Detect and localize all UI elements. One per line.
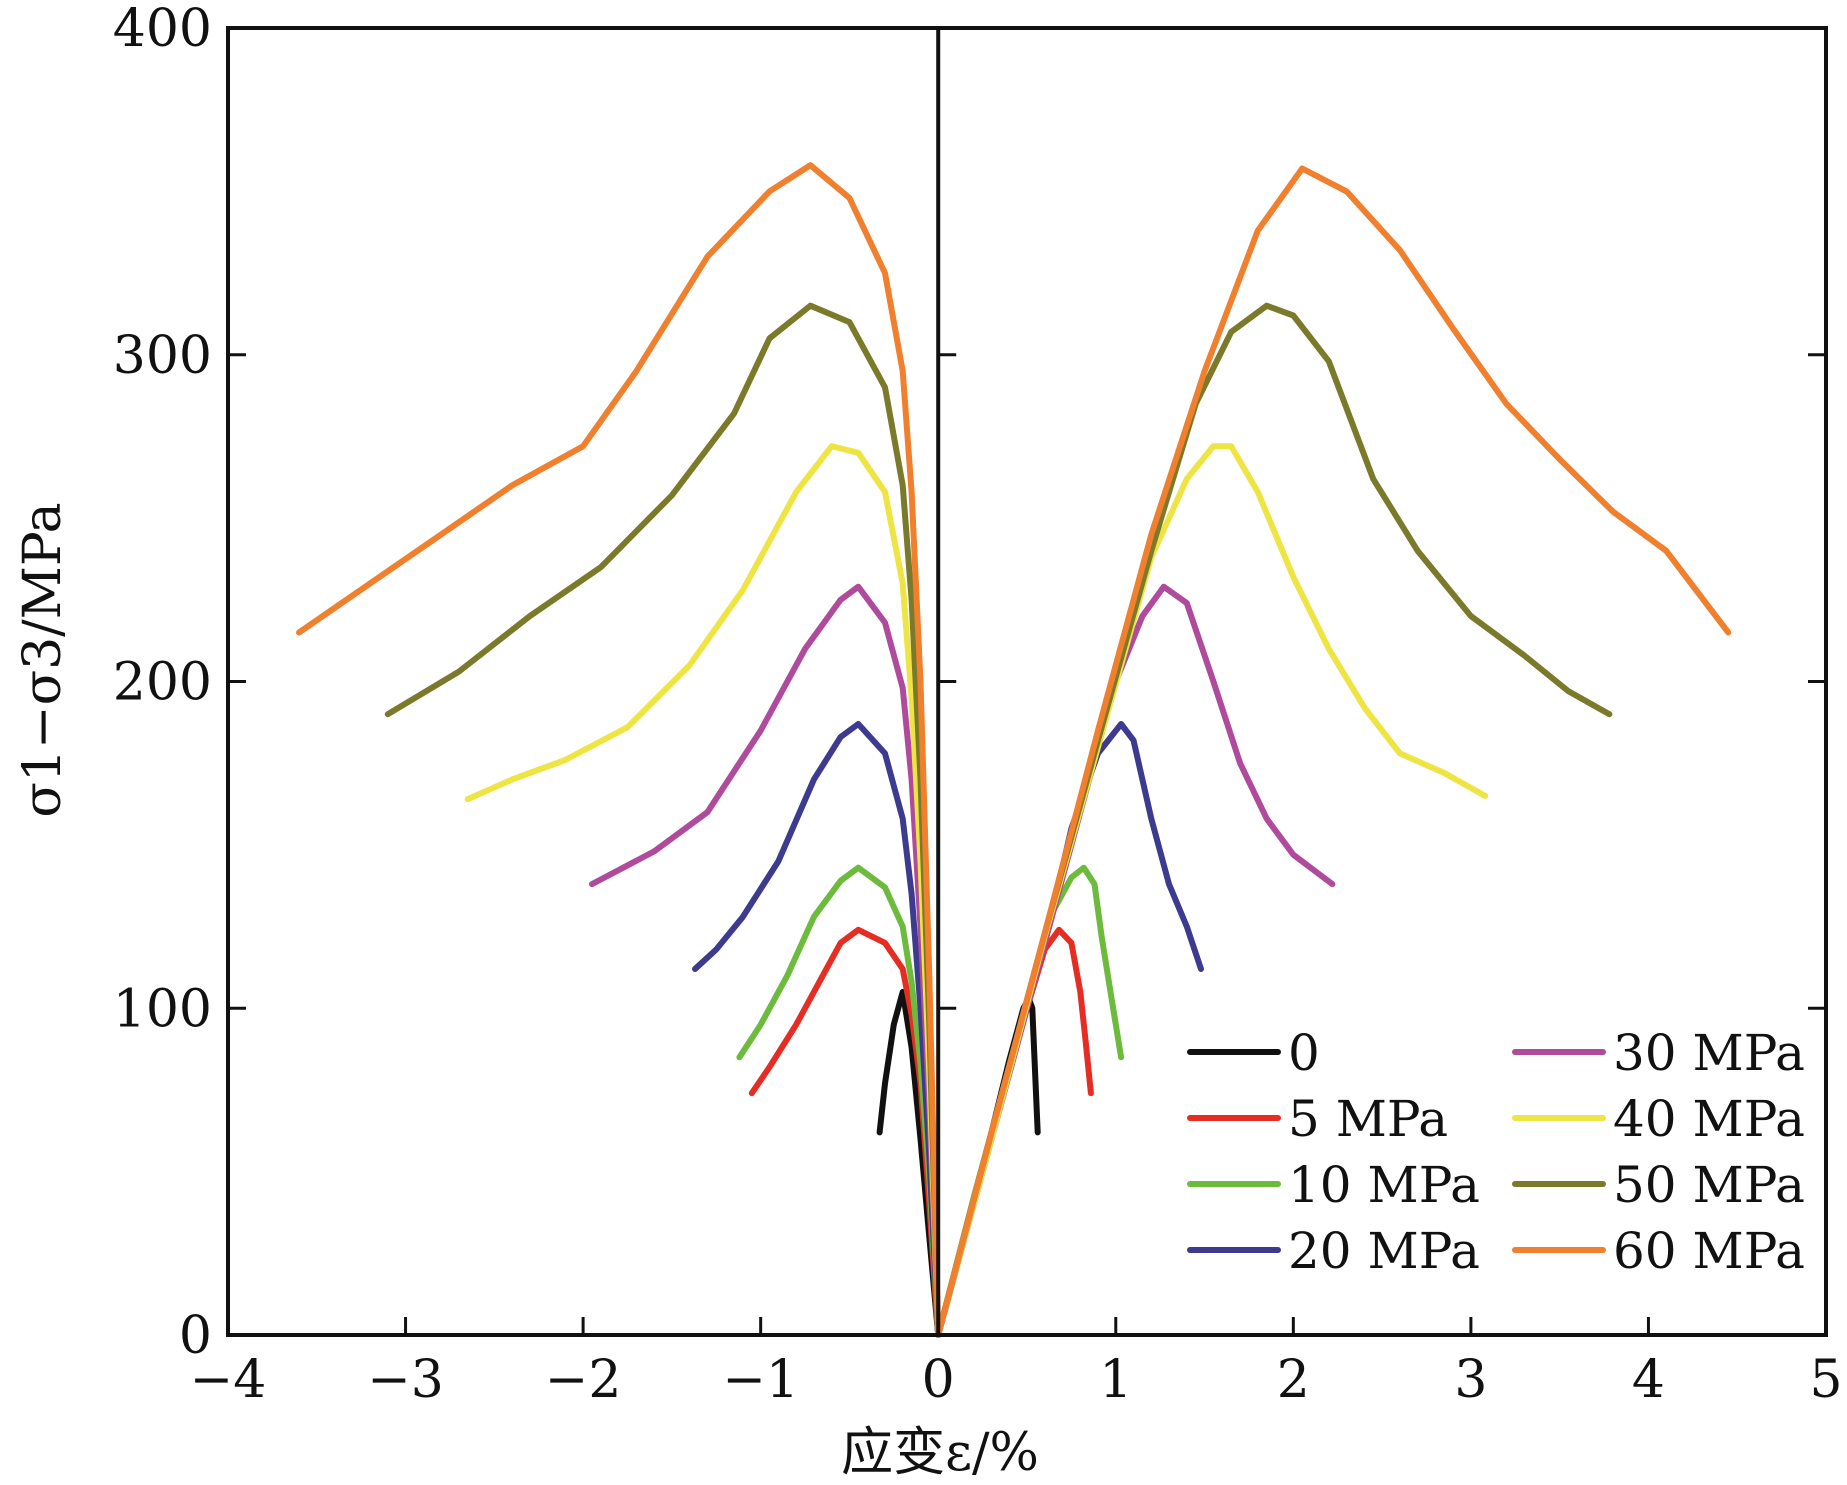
series-line-right-4 xyxy=(935,583,1336,1338)
series-line-left-6 xyxy=(384,302,942,1338)
series-line-right-7 xyxy=(935,165,1732,1338)
y-tick-label: 200 xyxy=(113,653,212,713)
series-line-left-3 xyxy=(692,721,942,1338)
series-line-left-2 xyxy=(736,864,942,1338)
legend-label: 5 MPa xyxy=(1288,1090,1448,1148)
series-line-right-3 xyxy=(935,721,1204,1338)
series-line-right-6 xyxy=(935,302,1613,1338)
x-tick-label: 0 xyxy=(922,1350,955,1410)
series-line-left-5 xyxy=(464,443,942,1338)
x-tick-label: 5 xyxy=(1809,1350,1842,1410)
legend-label: 0 xyxy=(1288,1024,1320,1082)
tick-labels: −4 −3 −2 −1 0 1 2 3 4 5 0 100 200 300 400 xyxy=(113,0,1843,1410)
y-tick-label: 0 xyxy=(179,1306,212,1366)
legend-label: 60 MPa xyxy=(1613,1222,1805,1280)
x-tick-label: −3 xyxy=(367,1350,444,1410)
axis-ticks xyxy=(226,26,1828,1337)
y-axis-title: σ1−σ3/MPa xyxy=(13,502,73,817)
y-tick-label: 100 xyxy=(113,979,212,1039)
legend-label: 50 MPa xyxy=(1613,1156,1805,1214)
legend-label: 40 MPa xyxy=(1613,1090,1805,1148)
x-tick-label: 2 xyxy=(1277,1350,1310,1410)
x-tick-label: −4 xyxy=(190,1350,267,1410)
x-tick-label: −1 xyxy=(722,1350,799,1410)
legend-label: 10 MPa xyxy=(1288,1156,1480,1214)
series-line-right-1 xyxy=(935,926,1094,1338)
x-axis-title: 应变ε/% xyxy=(841,1423,1039,1483)
x-tick-label: 3 xyxy=(1454,1350,1487,1410)
series-line-left-7 xyxy=(296,162,942,1338)
legend: 0 5 MPa 10 MPa 20 MPa 30 MPa 40 MPa 50 MPa 60 M… xyxy=(1187,1024,1805,1280)
series-line-right-2 xyxy=(935,864,1125,1338)
y-tick-label: 400 xyxy=(113,0,212,59)
series-line-left-4 xyxy=(589,583,942,1338)
plot-lines xyxy=(296,162,1732,1338)
x-tick-label: 1 xyxy=(1099,1350,1132,1410)
legend-label: 20 MPa xyxy=(1288,1222,1480,1280)
legend-label: 30 MPa xyxy=(1613,1024,1805,1082)
x-tick-label: 4 xyxy=(1632,1350,1665,1410)
x-tick-label: −2 xyxy=(545,1350,622,1410)
y-tick-label: 300 xyxy=(113,326,212,386)
plot-frame xyxy=(226,26,1828,1337)
